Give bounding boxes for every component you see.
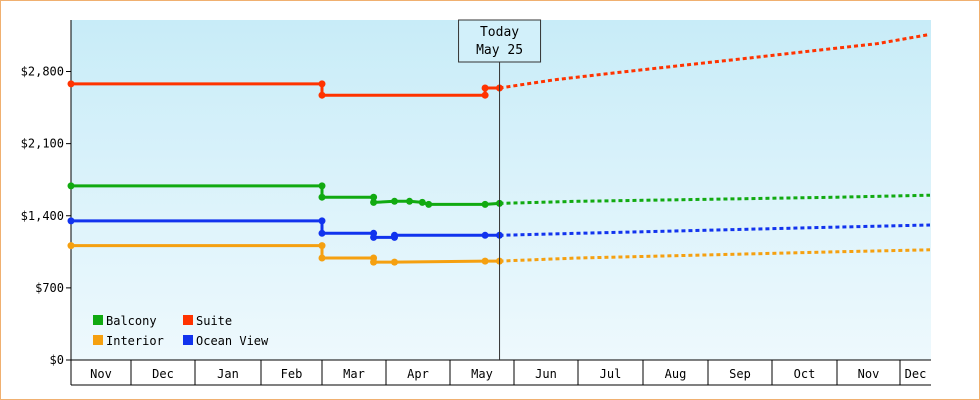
month-label: Jan bbox=[217, 367, 239, 381]
series-line-forecast bbox=[499, 32, 931, 90]
month-label: Nov bbox=[90, 367, 112, 381]
month-label: Jun bbox=[535, 367, 557, 381]
plot-background bbox=[71, 20, 931, 360]
y-axis: $0 $700 $1,400 $2,100 $2,800 bbox=[21, 20, 72, 367]
data-point bbox=[318, 91, 326, 99]
legend: Balcony Suite Interior Ocean View bbox=[93, 314, 269, 348]
y-tick-label: $2,100 bbox=[21, 137, 64, 151]
data-point bbox=[318, 80, 326, 88]
data-point bbox=[318, 254, 326, 262]
data-point bbox=[391, 197, 398, 205]
data-point bbox=[370, 233, 378, 241]
data-point bbox=[391, 258, 398, 266]
data-point bbox=[481, 200, 489, 208]
today-label: Today bbox=[480, 25, 519, 40]
data-point bbox=[318, 242, 326, 250]
data-point bbox=[406, 197, 413, 205]
data-point bbox=[370, 198, 378, 206]
month-label: Nov bbox=[858, 367, 880, 381]
x-axis: Nov Dec Jan Feb Mar Apr May Jun Jul Aug Sep Oct Nov D… bbox=[70, 359, 931, 386]
data-point bbox=[67, 217, 75, 225]
legend-swatch bbox=[183, 335, 193, 345]
month-label: Feb bbox=[281, 367, 303, 381]
month-label: Dec bbox=[152, 367, 174, 381]
legend-swatch bbox=[93, 315, 103, 325]
month-label: Aug bbox=[665, 367, 687, 381]
data-point bbox=[370, 193, 378, 201]
legend-label: Suite bbox=[196, 314, 232, 328]
series-line-forecast bbox=[499, 248, 931, 263]
data-point bbox=[481, 231, 489, 239]
data-point bbox=[425, 200, 433, 208]
data-point bbox=[481, 91, 489, 99]
legend-label: Ocean View bbox=[196, 334, 269, 348]
legend-label: Balcony bbox=[106, 314, 157, 328]
today-marker: Today May 25 bbox=[458, 19, 542, 360]
series-line-forecast bbox=[499, 193, 931, 205]
month-label: Mar bbox=[343, 367, 365, 381]
month-label: Apr bbox=[407, 367, 429, 381]
today-box bbox=[458, 19, 542, 63]
data-point bbox=[67, 80, 75, 88]
data-point bbox=[370, 258, 378, 266]
series-lines bbox=[67, 32, 931, 266]
month-label: Oct bbox=[794, 367, 816, 381]
month-label: Jul bbox=[600, 367, 622, 381]
month-label: May bbox=[471, 367, 493, 381]
data-point bbox=[67, 182, 75, 190]
data-point bbox=[318, 182, 326, 190]
y-tick-label: $2,800 bbox=[21, 65, 64, 79]
today-date: May 25 bbox=[476, 43, 523, 58]
month-label: Dec bbox=[905, 367, 927, 381]
data-point bbox=[481, 84, 489, 92]
data-point bbox=[318, 193, 326, 201]
data-point bbox=[67, 242, 75, 250]
data-point bbox=[318, 229, 326, 237]
y-tick-label: $700 bbox=[35, 281, 64, 295]
legend-label: Interior bbox=[106, 334, 164, 348]
legend-swatch bbox=[183, 315, 193, 325]
data-point bbox=[481, 257, 489, 265]
y-tick-label: $0 bbox=[50, 353, 64, 367]
y-tick-label: $1,400 bbox=[21, 209, 64, 223]
data-point bbox=[418, 198, 426, 206]
series-line-forecast bbox=[499, 223, 931, 237]
data-point bbox=[318, 217, 326, 225]
month-label: Sep bbox=[729, 367, 751, 381]
legend-swatch bbox=[93, 335, 103, 345]
data-point bbox=[391, 231, 398, 239]
